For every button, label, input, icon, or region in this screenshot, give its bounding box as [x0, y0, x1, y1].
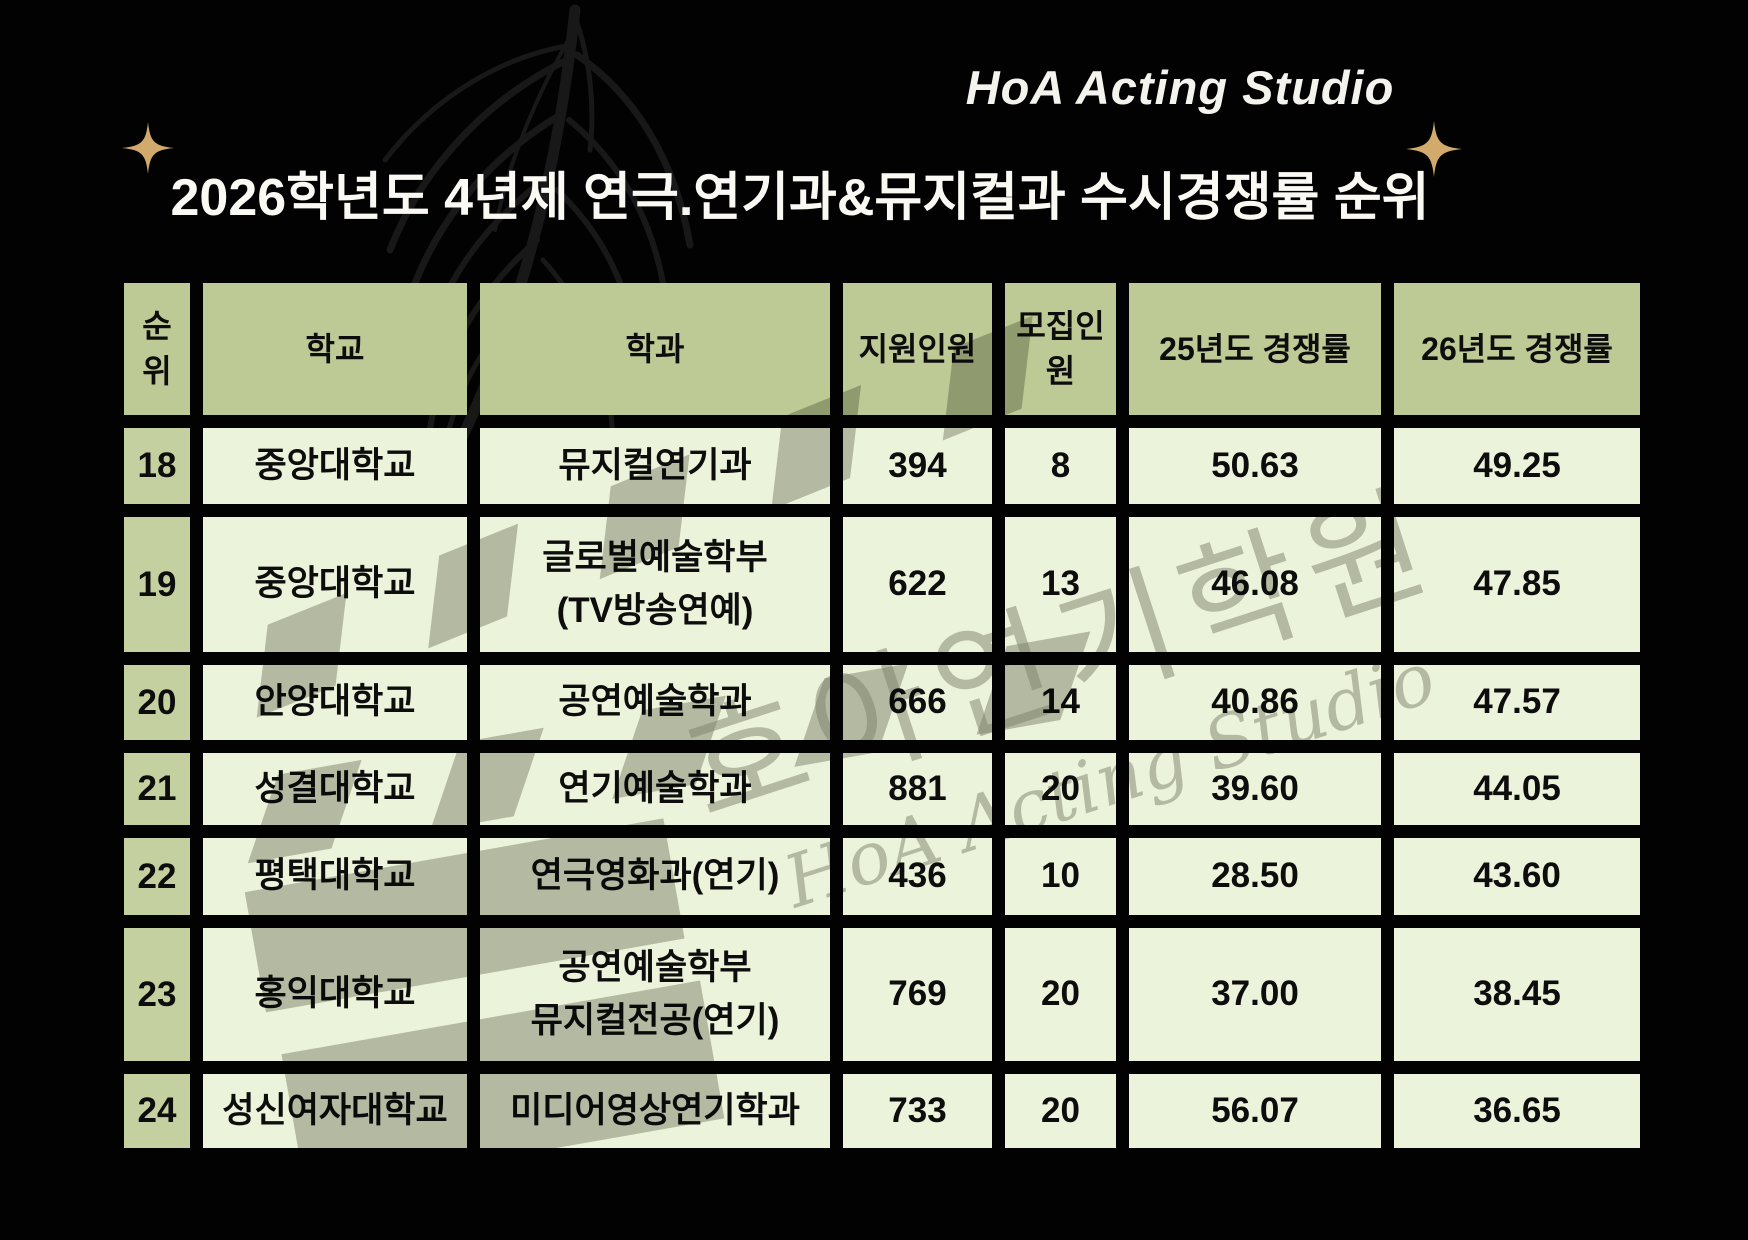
- table-cell-applicants: 769: [843, 928, 992, 1061]
- table-cell-rate-2025: 46.08: [1129, 517, 1381, 652]
- column-header-rate-2025: 25년도 경쟁률: [1129, 283, 1381, 415]
- table-cell-quota: 20: [1005, 753, 1116, 825]
- table-cell-applicants: 394: [843, 428, 992, 504]
- table-cell-rate-2026: 47.57: [1394, 665, 1640, 740]
- table-cell-rate-2026: 49.25: [1394, 428, 1640, 504]
- column-header-school: 학교: [203, 283, 467, 415]
- table-cell-applicants: 436: [843, 838, 992, 915]
- table-cell-applicants: 881: [843, 753, 992, 825]
- table-cell-department: 연극영화과(연기): [480, 838, 830, 915]
- table-cell-school: 평택대학교: [203, 838, 467, 915]
- column-header-applicants: 지원인원: [843, 283, 992, 415]
- table-cell-rate-2025: 40.86: [1129, 665, 1381, 740]
- table-cell-quota: 20: [1005, 1074, 1116, 1148]
- table-cell-department: 뮤지컬연기과: [480, 428, 830, 504]
- rank-cell: 23: [124, 928, 190, 1061]
- table-cell-applicants: 733: [843, 1074, 992, 1148]
- table-cell-rate-2026: 38.45: [1394, 928, 1640, 1061]
- table-cell-quota: 13: [1005, 517, 1116, 652]
- rank-cell: 22: [124, 838, 190, 915]
- table-cell-applicants: 622: [843, 517, 992, 652]
- page-title: 2026학년도 4년제 연극.연기과&뮤지컬과 수시경쟁률 순위: [170, 169, 1430, 227]
- table-cell-school: 성결대학교: [203, 753, 467, 825]
- table-cell-rate-2026: 47.85: [1394, 517, 1640, 652]
- column-header-rate-2026: 26년도 경쟁률: [1394, 283, 1640, 415]
- table-cell-department: 글로벌예술학부 (TV방송연예): [480, 517, 830, 652]
- table-cell-school: 중앙대학교: [203, 517, 467, 652]
- table-cell-department: 공연예술학과: [480, 665, 830, 740]
- column-header-rank: 순위: [124, 283, 190, 415]
- table-cell-department: 공연예술학부 뮤지컬전공(연기): [480, 928, 830, 1061]
- rank-cell: 20: [124, 665, 190, 740]
- table-cell-quota: 14: [1005, 665, 1116, 740]
- table-cell-rate-2025: 28.50: [1129, 838, 1381, 915]
- table-cell-department: 미디어영상연기학과: [480, 1074, 830, 1148]
- rankings-table: 순위 학교 학과 지원인원 모집인원 25년도 경쟁률 26년도 경쟁률 18 중…: [124, 283, 1640, 1148]
- rank-cell: 18: [124, 428, 190, 504]
- table-cell-rate-2025: 50.63: [1129, 428, 1381, 504]
- table-cell-quota: 8: [1005, 428, 1116, 504]
- table-cell-school: 중앙대학교: [203, 428, 467, 504]
- rank-cell: 19: [124, 517, 190, 652]
- table-cell-department: 연기예술학과: [480, 753, 830, 825]
- table-cell-quota: 10: [1005, 838, 1116, 915]
- table-cell-rate-2026: 44.05: [1394, 753, 1640, 825]
- table-cell-rate-2026: 43.60: [1394, 838, 1640, 915]
- column-header-department: 학과: [480, 283, 830, 415]
- table-cell-school: 안양대학교: [203, 665, 467, 740]
- rank-cell: 21: [124, 753, 190, 825]
- table-cell-rate-2025: 39.60: [1129, 753, 1381, 825]
- table-cell-quota: 20: [1005, 928, 1116, 1061]
- table-cell-school: 성신여자대학교: [203, 1074, 467, 1148]
- studio-logo: HoA Acting Studio: [965, 61, 1395, 114]
- table-cell-rate-2025: 56.07: [1129, 1074, 1381, 1148]
- table-cell-applicants: 666: [843, 665, 992, 740]
- table-cell-rate-2025: 37.00: [1129, 928, 1381, 1061]
- table-cell-rate-2026: 36.65: [1394, 1074, 1640, 1148]
- table-cell-school: 홍익대학교: [203, 928, 467, 1061]
- rank-cell: 24: [124, 1074, 190, 1148]
- column-header-quota: 모집인원: [1005, 283, 1116, 415]
